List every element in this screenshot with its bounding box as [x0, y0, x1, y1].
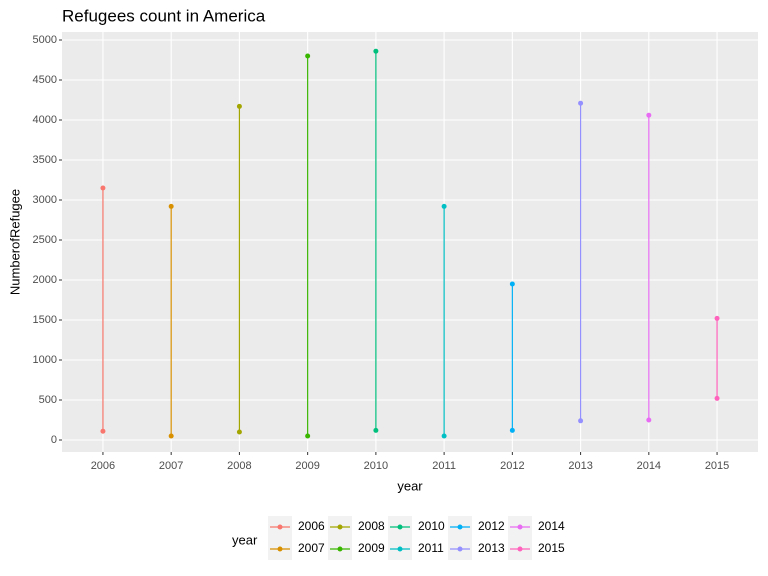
y-tick-label: 1000	[33, 354, 57, 366]
point	[441, 203, 447, 209]
legend-point	[277, 524, 283, 530]
y-axis-label: NumberofRefugee	[7, 189, 22, 295]
y-tick-label: 3500	[33, 154, 57, 166]
y-tick-label: 0	[51, 434, 57, 446]
panel	[62, 32, 758, 452]
legend-point	[517, 546, 523, 552]
point	[100, 428, 106, 434]
legend-label: 2013	[478, 541, 505, 555]
y-tick-label: 500	[39, 394, 57, 406]
legend-label: 2008	[358, 519, 385, 533]
point	[646, 112, 652, 118]
legend-point	[457, 524, 463, 530]
point	[168, 433, 174, 439]
legend-label: 2007	[298, 541, 325, 555]
x-tick-label: 2006	[91, 460, 115, 472]
legend-point	[337, 546, 343, 552]
legend-label: 2015	[538, 541, 565, 555]
legend-label: 2006	[298, 519, 325, 533]
x-tick-label: 2009	[295, 460, 319, 472]
legend-label: 2014	[538, 519, 565, 533]
x-tick-label: 2012	[500, 460, 524, 472]
point	[578, 100, 584, 106]
point	[714, 395, 720, 401]
point	[714, 315, 720, 321]
x-tick-label: 2013	[568, 460, 592, 472]
x-tick-label: 2010	[364, 460, 388, 472]
point	[373, 427, 379, 433]
point	[236, 429, 242, 435]
x-axis-label: year	[397, 478, 423, 493]
legend-title: year	[232, 532, 258, 547]
legend-label: 2011	[418, 541, 444, 555]
point	[509, 281, 515, 287]
point	[168, 203, 174, 209]
legend-point	[337, 524, 343, 530]
point	[236, 103, 242, 109]
legend-point	[397, 524, 403, 530]
legend-point	[277, 546, 283, 552]
y-tick-label: 4500	[33, 74, 57, 86]
x-tick-label: 2008	[227, 460, 251, 472]
y-tick-label: 3000	[33, 194, 57, 206]
y-tick-label: 2500	[33, 234, 57, 246]
legend-label: 2010	[418, 519, 445, 533]
point	[100, 185, 106, 191]
point	[509, 427, 515, 433]
point	[646, 417, 652, 423]
y-tick-label: 4000	[33, 114, 57, 126]
chart-title: Refugees count in America	[62, 6, 266, 25]
point	[373, 48, 379, 54]
x-tick-label: 2014	[637, 460, 661, 472]
y-tick-label: 5000	[33, 34, 57, 46]
x-tick-label: 2015	[705, 460, 729, 472]
x-tick-label: 2011	[432, 460, 456, 472]
legend-label: 2009	[358, 541, 385, 555]
legend-label: 2012	[478, 519, 505, 533]
legend-point	[517, 524, 523, 530]
legend-point	[457, 546, 463, 552]
point	[305, 53, 311, 59]
point	[305, 433, 311, 439]
y-tick-label: 2000	[33, 274, 57, 286]
point	[441, 433, 447, 439]
y-tick-label: 1500	[33, 314, 57, 326]
legend-point	[397, 546, 403, 552]
point	[578, 418, 584, 424]
x-tick-label: 2007	[159, 460, 183, 472]
